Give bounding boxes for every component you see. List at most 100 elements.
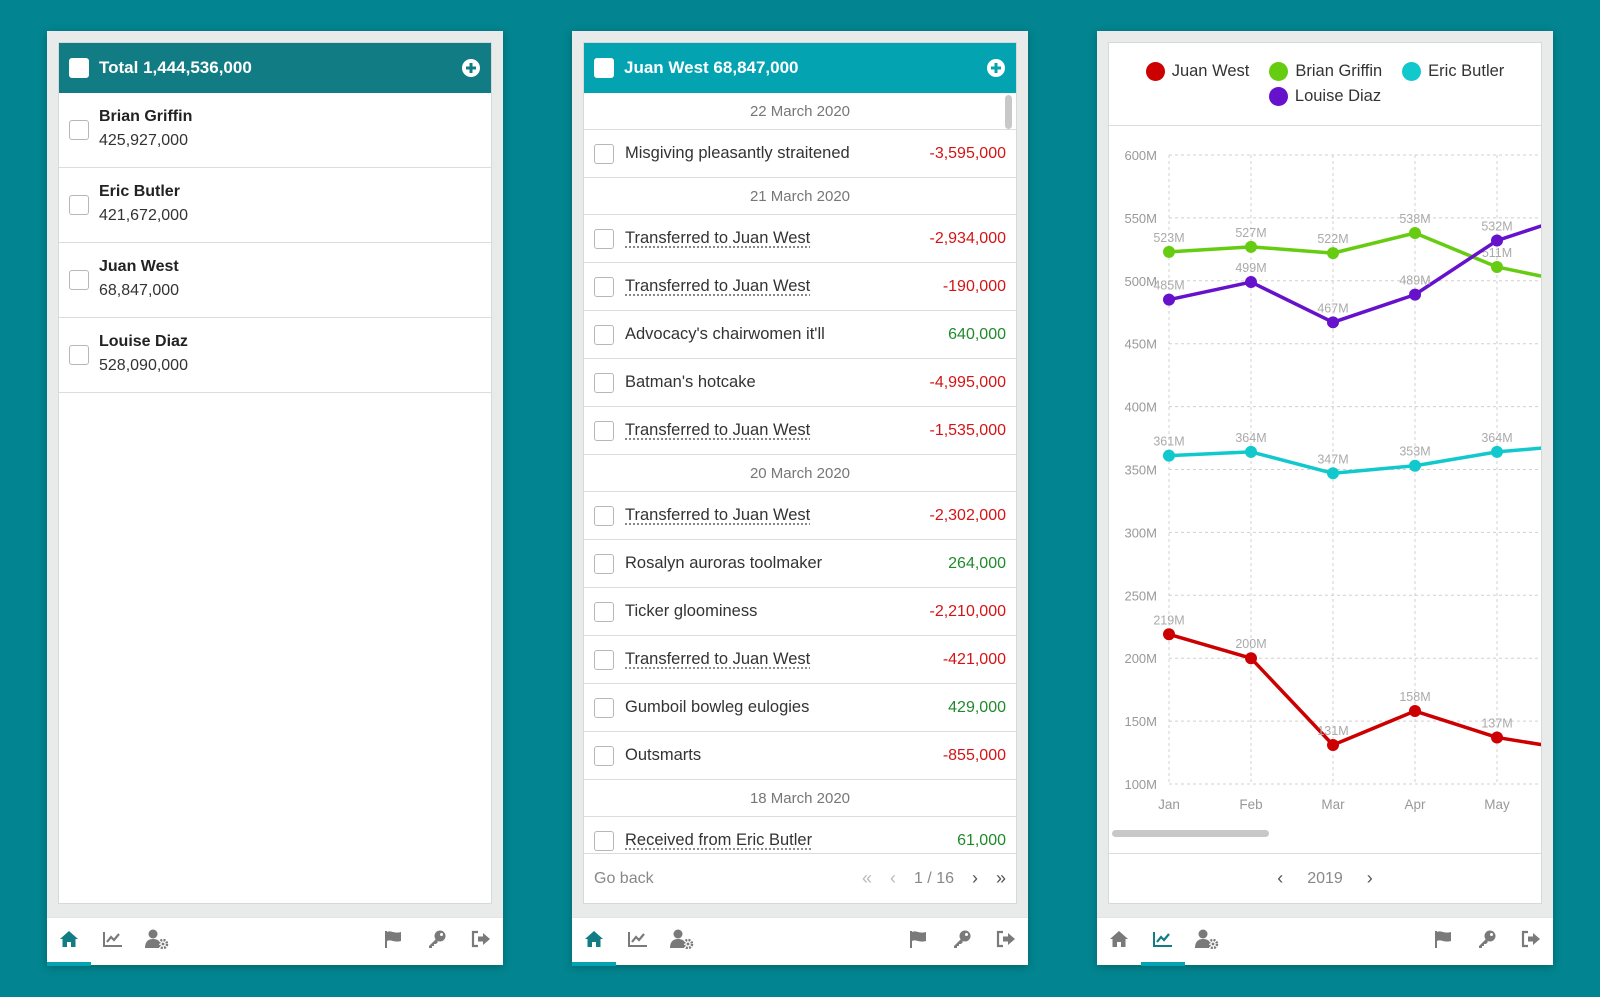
- data-label: 485M: [1153, 279, 1184, 293]
- nav-flag-button[interactable]: [371, 918, 415, 966]
- nav-key-button[interactable]: [1465, 918, 1509, 966]
- transaction-row[interactable]: Transferred to Juan West -421,000: [584, 636, 1016, 684]
- transaction-link[interactable]: Transferred to Juan West: [625, 421, 811, 439]
- legend-marker: [1269, 62, 1289, 81]
- transaction-checkbox[interactable]: [594, 830, 614, 851]
- transaction-checkbox[interactable]: [594, 697, 614, 718]
- data-label: 364M: [1235, 431, 1266, 445]
- transaction-link[interactable]: Transferred to Juan West: [625, 277, 811, 295]
- x-tick-label: Mar: [1321, 797, 1345, 812]
- last-page-icon[interactable]: »: [995, 868, 1006, 888]
- nav-logout-button[interactable]: [459, 918, 503, 966]
- transaction-row[interactable]: Outsmarts -855,000: [584, 732, 1016, 780]
- account-checkbox[interactable]: [69, 270, 89, 290]
- account-title: Juan West 68,847,000: [624, 58, 799, 77]
- account-row[interactable]: Louise Diaz 528,090,000: [59, 318, 491, 393]
- transaction-checkbox[interactable]: [594, 324, 614, 345]
- select-all-checkbox[interactable]: [69, 58, 89, 78]
- legend-item[interactable]: Louise Diaz: [1268, 87, 1381, 106]
- date-separator: 21 March 2020: [584, 178, 1016, 215]
- nav-user-settings-button[interactable]: [1185, 918, 1229, 966]
- nav-logout-button[interactable]: [984, 918, 1028, 966]
- transaction-row[interactable]: Gumboil bowleg eulogies 429,000: [584, 684, 1016, 732]
- transaction-amount: -855,000: [942, 746, 1006, 764]
- transaction-amount: -421,000: [942, 650, 1006, 668]
- account-info: Eric Butler 421,672,000: [99, 181, 188, 229]
- nav-user-settings-button[interactable]: [135, 918, 179, 966]
- chart-legend: Juan West Brian Griffin Eric Butler Louise …: [1109, 43, 1541, 126]
- account-checkbox[interactable]: [69, 120, 89, 140]
- chart-icon: [1153, 931, 1173, 952]
- nav-key-button[interactable]: [415, 918, 459, 966]
- transaction-checkbox[interactable]: [594, 228, 614, 249]
- list-scrollbar[interactable]: [1005, 95, 1012, 129]
- transaction-link[interactable]: Transferred to Juan West: [625, 650, 811, 668]
- nav-chart-button[interactable]: [91, 918, 135, 966]
- transaction-list[interactable]: 22 March 2020 Misgiving pleasantly strait…: [584, 93, 1016, 855]
- transaction-row[interactable]: Received from Eric Butler 61,000: [584, 817, 1016, 855]
- transaction-checkbox[interactable]: [594, 372, 614, 393]
- next-year-icon[interactable]: ›: [1366, 868, 1373, 888]
- transaction-row[interactable]: Transferred to Juan West -2,302,000: [584, 492, 1016, 540]
- account-checkbox[interactable]: [69, 345, 89, 365]
- transaction-row[interactable]: Misgiving pleasantly straitened -3,595,00…: [584, 130, 1016, 178]
- chart-scrollbar[interactable]: [1112, 830, 1269, 837]
- nav-home-button[interactable]: [47, 918, 91, 966]
- nav-logout-button[interactable]: [1509, 918, 1553, 966]
- transaction-row[interactable]: Rosalyn auroras toolmaker 264,000: [584, 540, 1016, 588]
- transaction-checkbox[interactable]: [594, 420, 614, 441]
- flag-icon: [909, 930, 927, 953]
- transaction-checkbox[interactable]: [594, 505, 614, 526]
- nav-key-button[interactable]: [940, 918, 984, 966]
- account-balance: 421,672,000: [99, 207, 188, 224]
- legend-item[interactable]: Eric Butler: [1402, 62, 1504, 81]
- account-checkbox[interactable]: [69, 195, 89, 215]
- total-label: Total 1,444,536,000: [99, 58, 252, 77]
- user-settings-icon: [145, 929, 169, 954]
- account-row[interactable]: Brian Griffin 425,927,000: [59, 93, 491, 168]
- transaction-checkbox[interactable]: [594, 601, 614, 622]
- prev-page-icon[interactable]: ‹: [889, 868, 896, 888]
- transaction-row[interactable]: Transferred to Juan West -2,934,000: [584, 215, 1016, 263]
- account-row[interactable]: Eric Butler 421,672,000: [59, 168, 491, 243]
- first-page-icon[interactable]: «: [861, 868, 872, 888]
- y-tick-label: 450M: [1124, 337, 1157, 352]
- transaction-checkbox[interactable]: [594, 553, 614, 574]
- legend-item[interactable]: Brian Griffin: [1269, 62, 1382, 81]
- nav-chart-button[interactable]: [1141, 918, 1185, 966]
- data-point: [1409, 705, 1421, 718]
- bottom-nav: [1097, 917, 1553, 966]
- transaction-row[interactable]: Ticker gloominess -2,210,000: [584, 588, 1016, 636]
- nav-flag-button[interactable]: [1421, 918, 1465, 966]
- data-label: 499M: [1235, 261, 1266, 275]
- transaction-checkbox[interactable]: [594, 649, 614, 670]
- next-page-icon[interactable]: ›: [971, 868, 978, 888]
- transaction-description: Batman's hotcake: [625, 373, 756, 391]
- legend-item[interactable]: Juan West: [1145, 62, 1249, 81]
- prev-year-icon[interactable]: ‹: [1277, 868, 1284, 888]
- go-back-link[interactable]: Go back: [594, 869, 654, 887]
- transaction-row[interactable]: Advocacy's chairwomen it'll 640,000: [584, 311, 1016, 359]
- account-row[interactable]: Juan West 68,847,000: [59, 243, 491, 318]
- account-info: Louise Diaz 528,090,000: [99, 331, 188, 379]
- nav-chart-button[interactable]: [616, 918, 660, 966]
- transaction-row[interactable]: Transferred to Juan West -190,000: [584, 263, 1016, 311]
- transaction-link[interactable]: Received from Eric Butler: [625, 831, 813, 849]
- transaction-link[interactable]: Transferred to Juan West: [625, 229, 811, 247]
- nav-user-settings-button[interactable]: [660, 918, 704, 966]
- transaction-link[interactable]: Transferred to Juan West: [625, 506, 811, 524]
- transaction-checkbox[interactable]: [594, 276, 614, 297]
- transaction-checkbox[interactable]: [594, 745, 614, 766]
- legend-label: Brian Griffin: [1295, 62, 1383, 80]
- transaction-checkbox[interactable]: [594, 143, 614, 164]
- select-all-transactions-checkbox[interactable]: [594, 58, 614, 78]
- add-account-icon[interactable]: [461, 58, 481, 78]
- add-transaction-icon[interactable]: [986, 58, 1006, 78]
- nav-flag-button[interactable]: [896, 918, 940, 966]
- transaction-row[interactable]: Transferred to Juan West -1,535,000: [584, 407, 1016, 455]
- nav-home-button[interactable]: [1097, 918, 1141, 966]
- chart-card: Juan West Brian Griffin Eric Butler Louise …: [1108, 42, 1542, 904]
- y-tick-label: 350M: [1124, 463, 1157, 478]
- nav-home-button[interactable]: [572, 918, 616, 966]
- transaction-row[interactable]: Batman's hotcake -4,995,000: [584, 359, 1016, 407]
